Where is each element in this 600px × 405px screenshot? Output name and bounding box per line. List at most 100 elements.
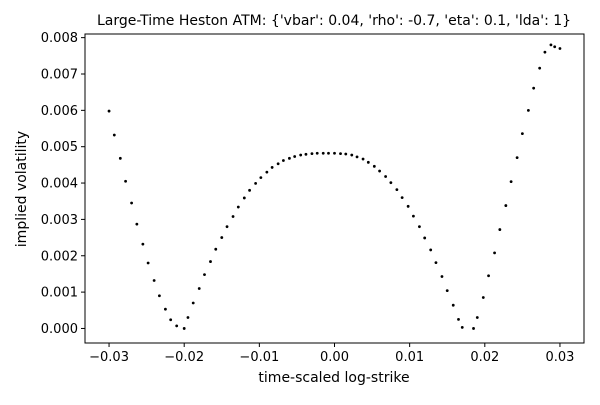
scatter-point: [197, 287, 201, 290]
y-tick-label: 0.004: [41, 177, 78, 192]
scatter-point: [236, 205, 240, 209]
scatter-point: [276, 162, 280, 166]
scatter-point: [157, 294, 161, 298]
scatter-point: [445, 289, 449, 293]
scatter-point: [520, 132, 524, 136]
scatter-point: [418, 225, 421, 229]
scatter-point: [487, 274, 490, 278]
scatter-point: [231, 215, 235, 218]
scatter-point: [225, 225, 229, 229]
scatter-point: [333, 151, 336, 155]
scatter-point: [378, 169, 381, 173]
x-tick-label: −0.01: [239, 350, 279, 365]
scatter-point: [220, 236, 224, 239]
scatter-point: [299, 153, 303, 157]
scatter-point: [164, 307, 167, 311]
scatter-point: [107, 109, 111, 113]
y-axis-title: implied volatility: [14, 131, 30, 247]
scatter-point: [457, 317, 460, 321]
scatter-point: [429, 248, 433, 252]
x-tick-label: 0.00: [320, 350, 349, 365]
scatter-point: [504, 204, 508, 207]
scatter-point: [406, 204, 410, 208]
x-axis-title: time-scaled log-strike: [258, 370, 409, 386]
scatter-point: [169, 318, 173, 322]
scatter-point: [526, 108, 530, 112]
x-tick-label: −0.03: [89, 350, 129, 365]
scatter-point: [141, 242, 145, 246]
scatter-point: [209, 260, 212, 263]
scatter-point: [558, 47, 562, 50]
scatter-point: [214, 247, 218, 251]
scatter-point: [146, 261, 150, 265]
y-tick-label: 0.007: [41, 67, 78, 82]
scatter-point: [315, 151, 319, 155]
y-tick-label: 0.000: [41, 322, 78, 337]
scatter-point: [130, 201, 133, 205]
scatter-point: [265, 170, 269, 174]
scatter-point: [304, 152, 308, 156]
y-axis: 0.000 0.001 0.002 0.003 0.004 0.005 0.006 0.007…: [41, 31, 85, 337]
scatter-point: [242, 196, 246, 200]
scatter-point: [293, 155, 297, 158]
scatter-point: [451, 303, 455, 307]
y-tick-label: 0.008: [41, 31, 78, 46]
scatter-point: [440, 275, 444, 278]
scatter-point: [549, 43, 553, 47]
scatter-point: [259, 176, 263, 179]
y-tick-label: 0.002: [41, 249, 78, 264]
scatter-point: [270, 166, 274, 169]
scatter-point: [152, 279, 156, 282]
y-tick-label: 0.001: [41, 286, 78, 301]
scatter-point: [366, 160, 370, 164]
scatter-point: [372, 164, 376, 168]
scatter-point: [412, 214, 415, 218]
scatter-point: [248, 188, 251, 192]
scatter-point: [389, 181, 393, 185]
scatter-point: [355, 155, 359, 159]
scatter-point: [493, 251, 496, 255]
scatter-point: [509, 180, 513, 183]
scatter-point: [543, 50, 547, 54]
data-points: [107, 43, 562, 330]
scatter-point: [288, 156, 291, 160]
scatter-point: [321, 151, 325, 155]
x-axis: −0.03 −0.02 −0.01 0.00 0.01 0.02 0.03: [89, 343, 574, 365]
x-tick-label: −0.02: [164, 350, 204, 365]
scatter-point: [175, 324, 179, 328]
chart-title: Large-Time Heston ATM: {'vbar': 0.04, 'r…: [97, 13, 571, 29]
scatter-point: [472, 327, 475, 330]
scatter-point: [327, 151, 330, 155]
x-tick-label: 0.03: [545, 350, 574, 365]
scatter-point: [281, 159, 285, 162]
scatter-point: [350, 153, 354, 157]
scatter-point: [400, 196, 404, 199]
scatter-point: [532, 86, 536, 90]
scatter-point: [361, 157, 365, 161]
scatter-point: [515, 156, 519, 160]
scatter-point: [481, 296, 485, 299]
scatter-point: [538, 66, 542, 70]
scatter-point: [118, 156, 122, 160]
y-tick-label: 0.003: [41, 213, 78, 228]
scatter-point: [182, 327, 186, 330]
scatter-point: [112, 133, 116, 137]
y-tick-label: 0.006: [41, 104, 78, 119]
scatter-point: [186, 316, 190, 319]
x-tick-label: 0.01: [395, 350, 424, 365]
scatter-point: [339, 152, 342, 156]
scatter-point: [135, 222, 139, 226]
scatter-point: [423, 236, 427, 240]
scatter-point: [254, 182, 257, 185]
scatter-point: [124, 179, 127, 183]
y-tick-label: 0.005: [41, 140, 78, 155]
scatter-point: [498, 228, 502, 231]
x-tick-label: 0.02: [470, 350, 499, 365]
scatter-point: [344, 152, 348, 156]
scatter-point: [191, 301, 195, 305]
scatter-point: [460, 325, 464, 329]
scatter-point: [203, 273, 206, 277]
scatter-point: [310, 152, 314, 156]
